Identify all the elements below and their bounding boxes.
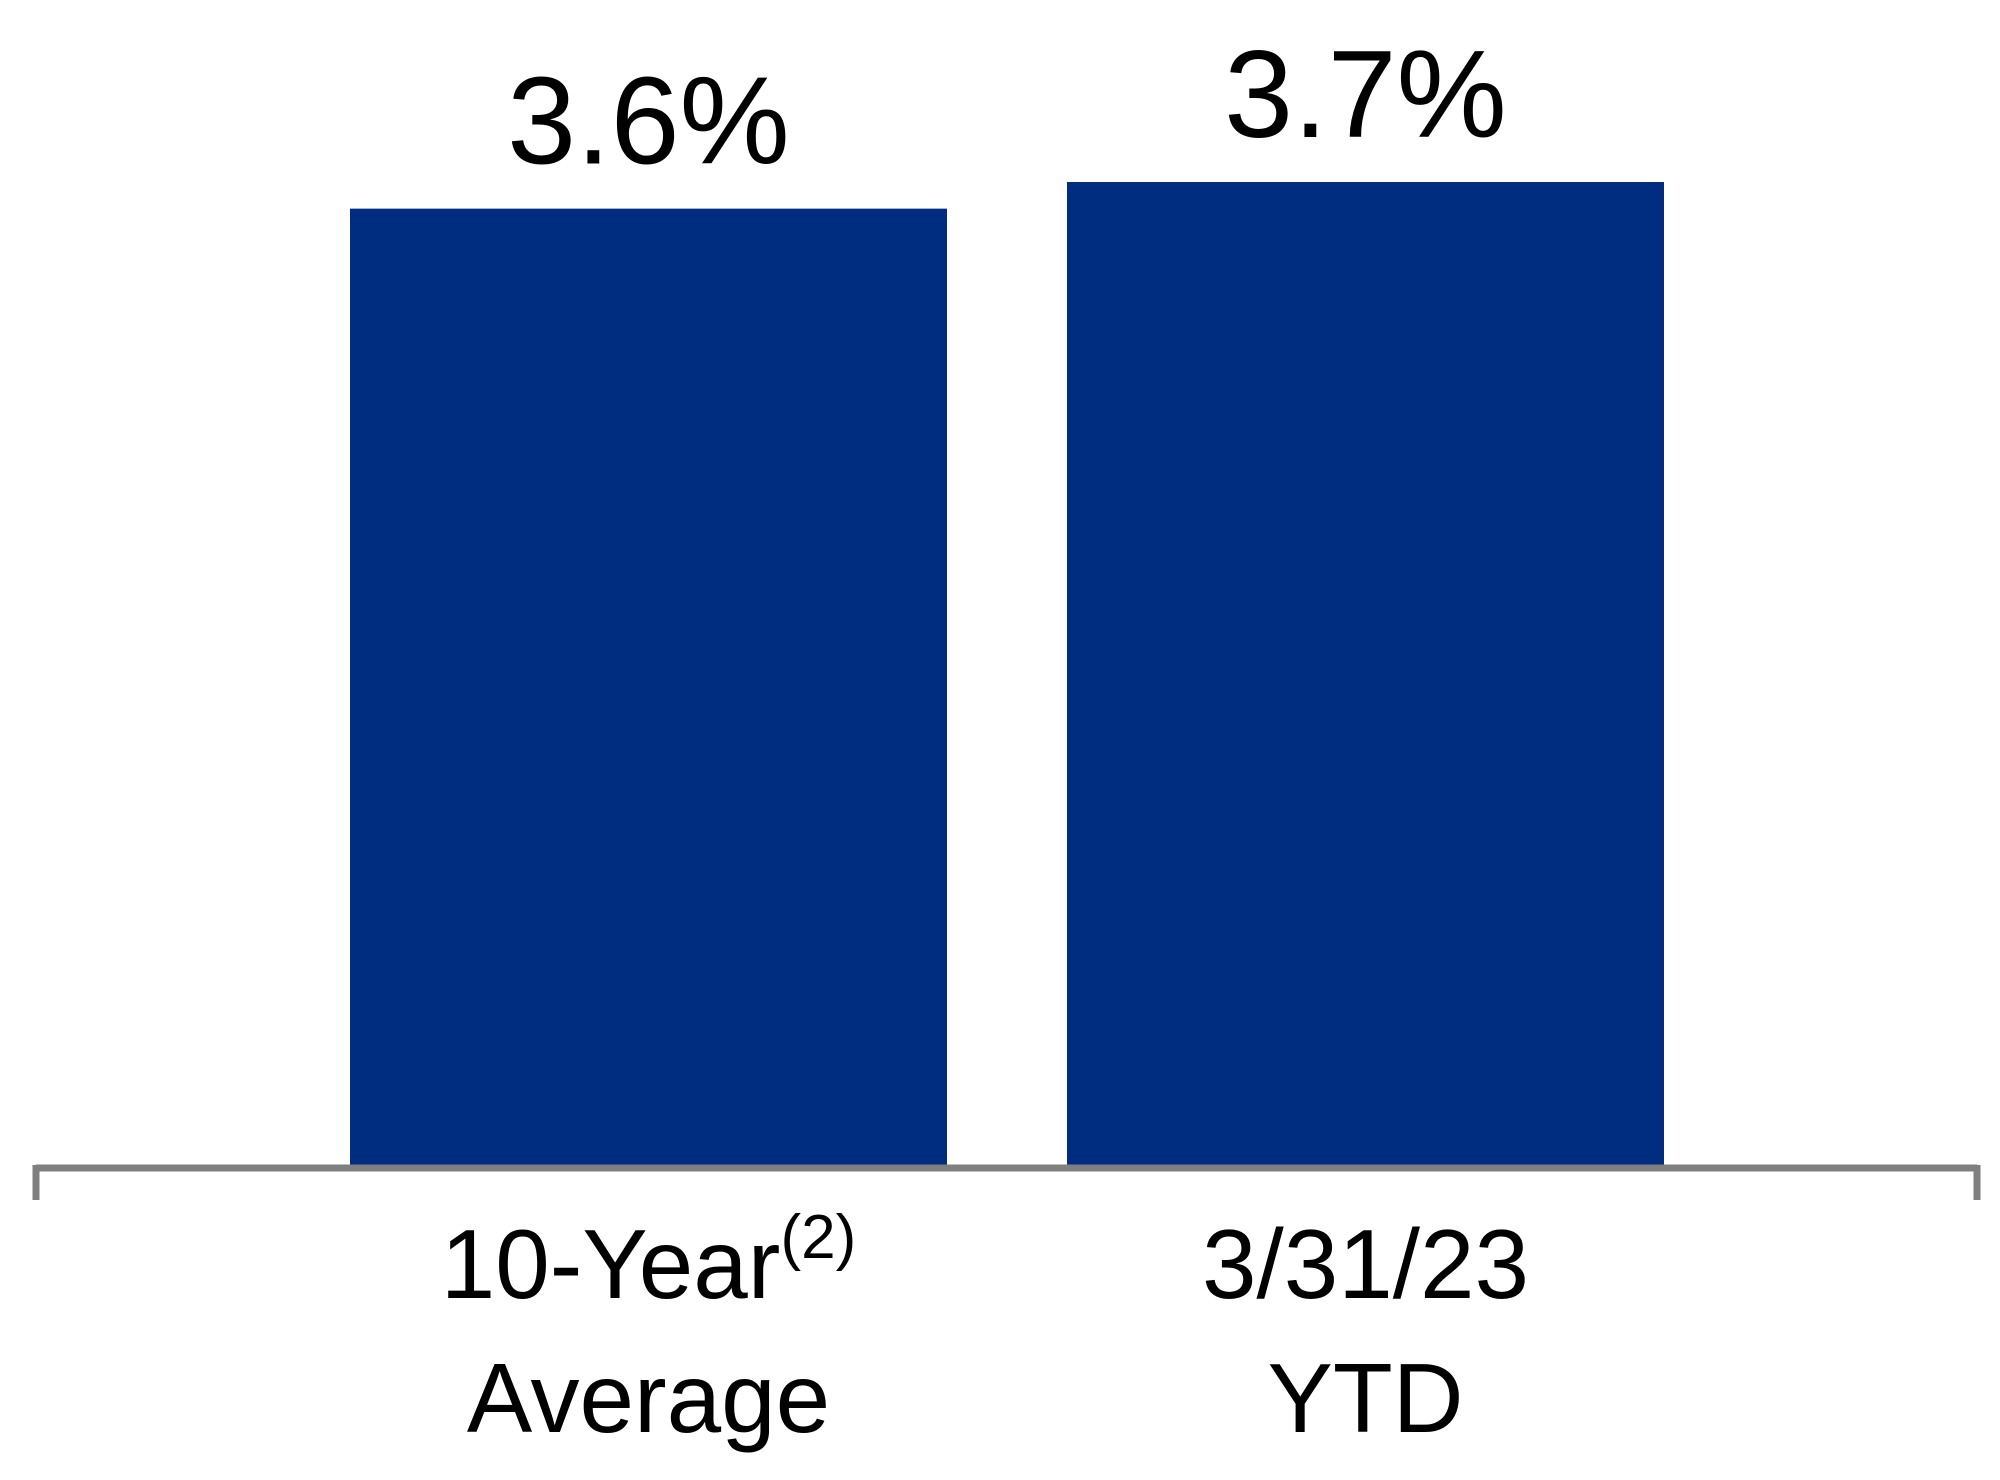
bar-2 (1067, 182, 1664, 1168)
category-text: 10-Year (441, 1209, 781, 1319)
category-text: Average (467, 1343, 830, 1453)
footnote-superscript: (2) (780, 1203, 856, 1272)
category-label-2-line-1: 3/31/23 (1202, 1209, 1529, 1319)
category-label-1-line-1: 10-Year(2) (441, 1203, 856, 1319)
category-text: 3/31/23 (1202, 1209, 1529, 1319)
category-label-2-line-2: YTD (1268, 1343, 1464, 1453)
data-label-2: 3.7% (1224, 26, 1507, 164)
category-text: YTD (1268, 1343, 1464, 1453)
data-label-1: 3.6% (507, 53, 790, 191)
bar-1 (350, 208, 947, 1168)
category-label-1-line-2: Average (467, 1343, 830, 1453)
